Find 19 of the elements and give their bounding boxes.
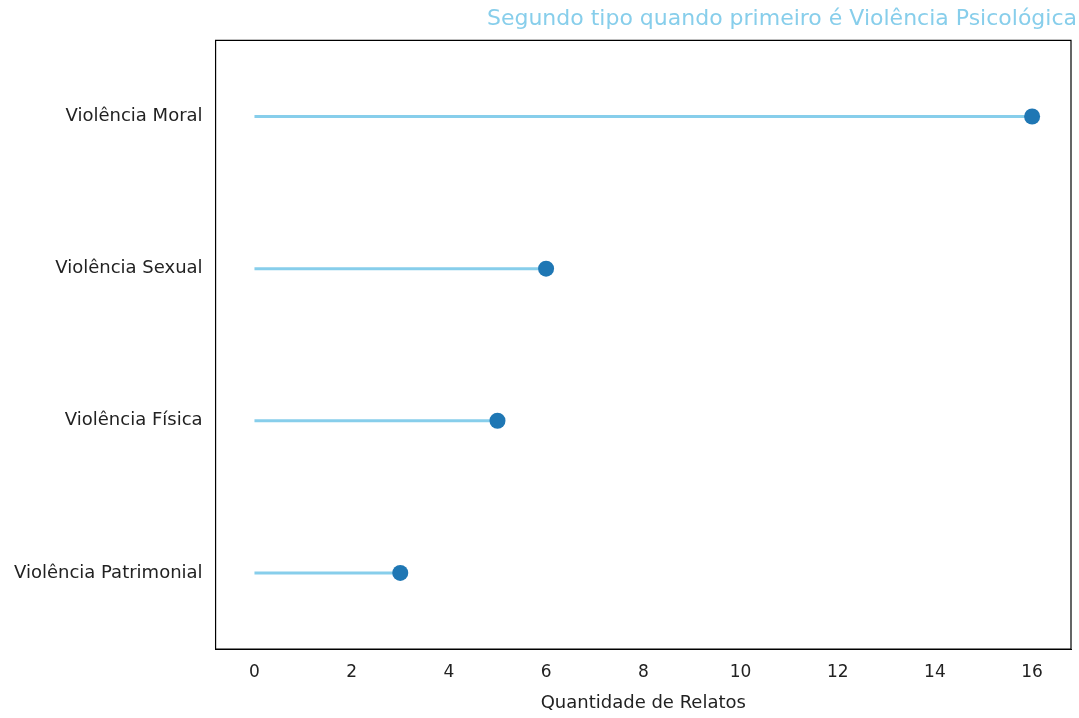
point (538, 260, 555, 277)
x-tick-label: 2 (346, 660, 358, 681)
y-tick-label: Violência Moral (65, 104, 203, 126)
point (489, 412, 506, 429)
y-tick-label: Violência Patrimonial (13, 560, 203, 582)
y-tick-label: Violência Física (64, 408, 203, 430)
x-tick-label: 10 (729, 660, 752, 681)
x-tick-label: 6 (540, 660, 552, 681)
point (392, 564, 409, 581)
point (1024, 108, 1041, 125)
y-tick-label: Violência Sexual (55, 256, 203, 278)
x-tick-label: 12 (826, 660, 849, 681)
x-tick-label: 8 (637, 660, 649, 681)
x-tick-label: 16 (1021, 660, 1043, 681)
x-tick-label: 4 (443, 660, 455, 681)
x-tick-label: 0 (249, 660, 260, 681)
x-axis-title: Quantidade de Relatos (540, 690, 746, 712)
x-tick-label: 14 (924, 660, 946, 681)
chart-title: Segundo tipo quando primeiro é Violência Psicológica (486, 4, 1077, 30)
